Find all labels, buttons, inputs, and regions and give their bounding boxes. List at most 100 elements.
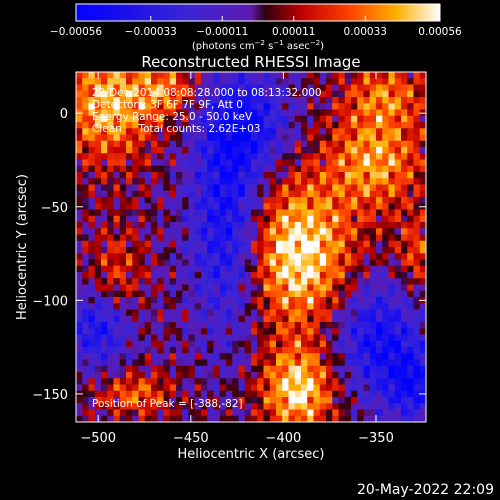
heatmap-cell — [326, 134, 333, 142]
heatmap-cell — [144, 197, 152, 204]
heatmap-cell — [338, 265, 346, 273]
heatmap-cell — [163, 265, 171, 273]
heatmap-cell — [294, 153, 302, 161]
heatmap-cell — [238, 184, 246, 192]
heatmap-cell — [394, 128, 402, 136]
heatmap-cell — [388, 247, 396, 254]
heatmap-cell — [157, 259, 165, 267]
heatmap-cell — [163, 97, 171, 104]
heatmap-cell — [338, 234, 346, 242]
heatmap-cell — [294, 272, 302, 279]
heatmap-cell — [188, 215, 196, 223]
heatmap-cell — [194, 322, 202, 329]
heatmap-cell — [369, 297, 377, 304]
heatmap-cell — [182, 409, 190, 417]
heatmap-cell — [101, 347, 108, 354]
heatmap-cell — [388, 84, 396, 92]
heatmap-cell — [382, 353, 390, 361]
heatmap-cell — [251, 128, 258, 136]
heatmap-cell — [144, 272, 152, 279]
unit-part: ) — [320, 41, 324, 52]
heatmap-cell — [369, 353, 377, 361]
heatmap-cell — [326, 103, 333, 111]
heatmap-cell — [219, 134, 227, 142]
heatmap-cell — [351, 215, 358, 223]
heatmap-cell — [232, 309, 240, 317]
heatmap-cell — [151, 403, 158, 411]
heatmap-cell — [407, 172, 415, 179]
heatmap-cell — [244, 309, 252, 317]
heatmap-cell — [276, 303, 283, 311]
heatmap-cell — [269, 209, 277, 217]
heatmap-cell — [107, 159, 115, 167]
y-axis-label: Heliocentric Y (arcsec) — [15, 174, 30, 320]
heatmap-cell — [413, 203, 421, 211]
heatmap-cell — [207, 278, 215, 286]
heatmap-cell — [288, 103, 296, 111]
heatmap-cell — [88, 134, 96, 142]
heatmap-cell — [338, 84, 346, 92]
heatmap-cell — [363, 78, 371, 86]
heatmap-cell — [138, 409, 146, 417]
heatmap-cell — [394, 278, 402, 286]
heatmap-cell — [376, 253, 383, 261]
heatmap-cell — [257, 284, 265, 292]
heatmap-cell — [332, 372, 340, 379]
heatmap-cell — [307, 309, 315, 317]
heatmap-cell — [294, 147, 302, 154]
heatmap-cell — [226, 203, 233, 211]
heatmap-cell — [401, 190, 408, 198]
heatmap-cell — [207, 372, 215, 379]
heatmap-cell — [219, 197, 227, 204]
heatmap-cell — [251, 240, 258, 248]
heatmap-cell — [338, 334, 346, 342]
heatmap-cell — [144, 397, 152, 404]
heatmap-cell — [94, 297, 102, 304]
heatmap-cell — [182, 165, 190, 173]
heatmap-cell — [151, 297, 158, 304]
heatmap-cell — [244, 297, 252, 304]
heatmap-cell — [419, 240, 426, 248]
heatmap-cell — [257, 140, 265, 148]
heatmap-cell — [388, 72, 396, 79]
heatmap-cell — [382, 247, 390, 254]
heatmap-cell — [107, 134, 115, 142]
heatmap-cell — [419, 322, 426, 329]
heatmap-cell — [226, 234, 233, 242]
heatmap-cell — [244, 328, 252, 336]
heatmap-cell — [82, 153, 90, 161]
heatmap-cell — [176, 390, 183, 398]
heatmap-cell — [251, 103, 258, 111]
heatmap-cell — [101, 359, 108, 367]
heatmap-cell — [101, 328, 108, 336]
heatmap-cell — [307, 328, 315, 336]
heatmap-cell — [182, 309, 190, 317]
colorbar-tick-label: −0.00033 — [125, 26, 177, 38]
heatmap-cell — [363, 115, 371, 123]
heatmap-cell — [332, 165, 340, 173]
heatmap-cell — [301, 172, 308, 179]
heatmap-cell — [144, 215, 152, 223]
heatmap-cell — [419, 309, 426, 317]
heatmap-cell — [357, 134, 365, 142]
heatmap-cell — [244, 209, 252, 217]
heatmap-cell — [413, 284, 421, 292]
heatmap-cell — [219, 159, 227, 167]
heatmap-cell — [344, 372, 352, 379]
heatmap-cell — [307, 209, 315, 217]
heatmap-cell — [388, 334, 396, 342]
heatmap-cell — [257, 265, 265, 273]
heatmap-cell — [326, 272, 333, 279]
heatmap-cell — [232, 222, 240, 229]
heatmap-cell — [244, 197, 252, 204]
heatmap-cell — [401, 209, 408, 217]
heatmap-cell — [413, 222, 421, 229]
heatmap-cell — [369, 90, 377, 98]
heatmap-cell — [332, 197, 340, 204]
heatmap-cell — [207, 384, 215, 392]
heatmap-cell — [294, 84, 302, 92]
heatmap-cell — [101, 409, 108, 417]
heatmap-cell — [144, 384, 152, 392]
heatmap-cell — [226, 284, 233, 292]
heatmap-cell — [188, 315, 196, 323]
